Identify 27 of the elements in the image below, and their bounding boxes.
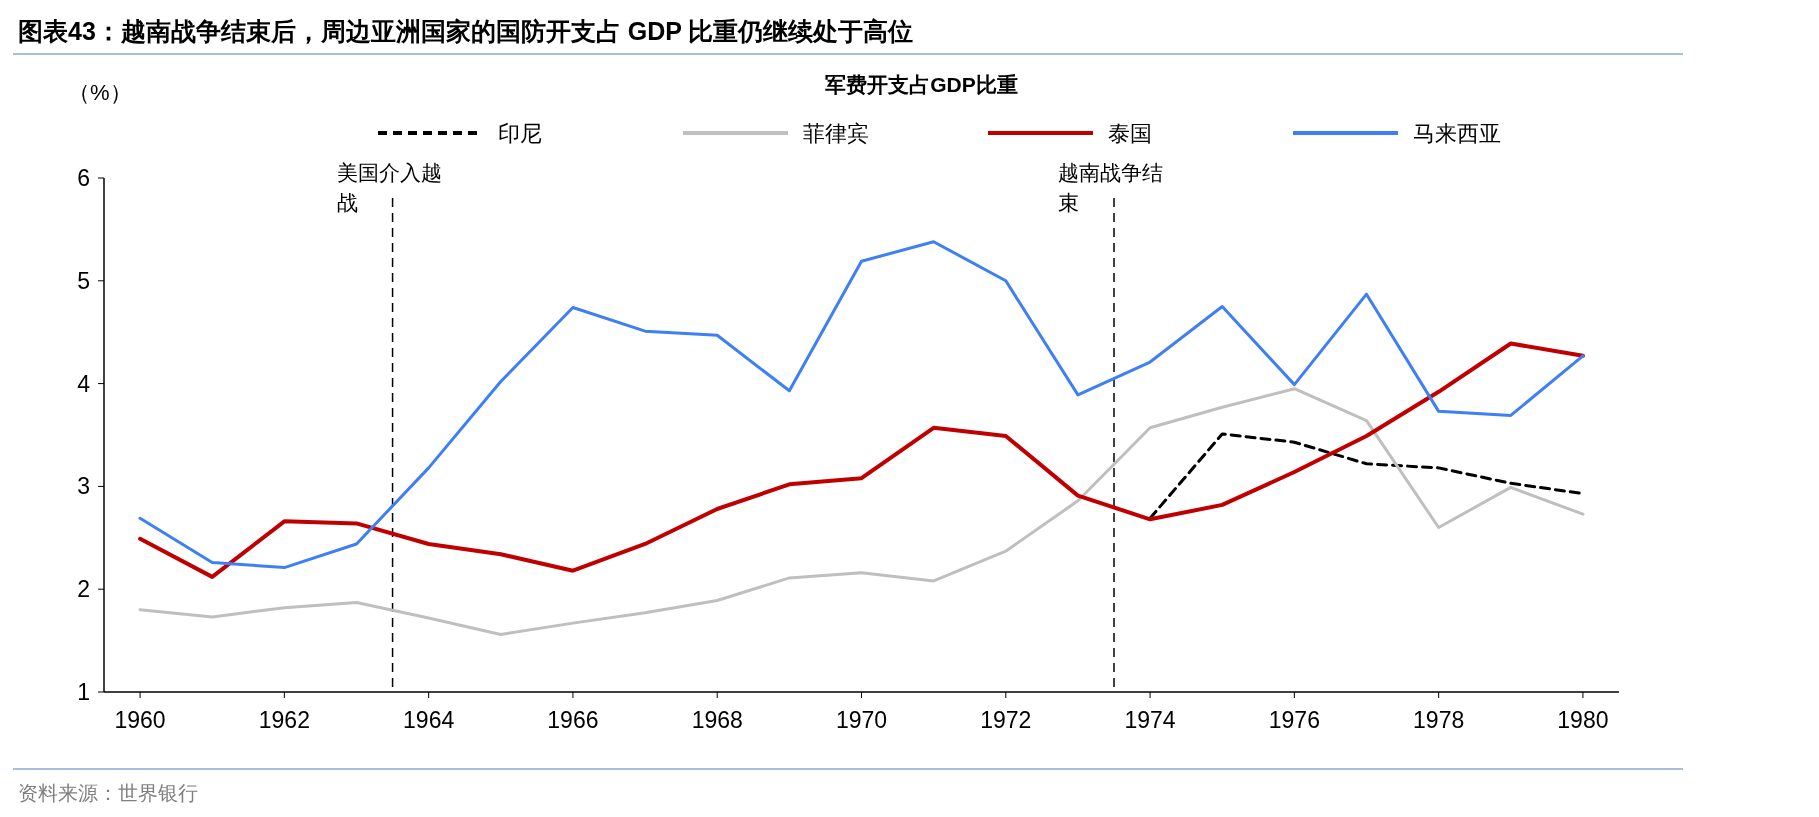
y-tick-label: 6 bbox=[77, 165, 90, 191]
x-tick-label: 1962 bbox=[258, 707, 310, 733]
text: 资料来源：世界银行 bbox=[18, 781, 198, 805]
x-tick-label: 1964 bbox=[403, 707, 455, 733]
x-tick-label: 1970 bbox=[835, 707, 888, 733]
x-tick-label: 1960 bbox=[114, 707, 166, 733]
x-tick-label: 1968 bbox=[691, 707, 743, 733]
x-tick-label: 1978 bbox=[1413, 707, 1465, 733]
y-tick-label: 2 bbox=[77, 576, 90, 603]
legend-label: 印尼 bbox=[498, 121, 542, 146]
x-tick-label: 1974 bbox=[1124, 707, 1176, 733]
legend-label: 马来西亚 bbox=[1413, 121, 1501, 146]
x-tick-label: 1976 bbox=[1268, 707, 1320, 733]
y-axis-title: （%） bbox=[68, 80, 132, 105]
legend-label: 菲律宾 bbox=[803, 121, 869, 146]
y-tick-label: 4 bbox=[77, 370, 91, 397]
y-tick-label: 3 bbox=[77, 473, 90, 500]
ref-line-label: 越南战争结束 bbox=[1058, 161, 1163, 215]
y-tick-label: 5 bbox=[77, 267, 90, 294]
y-tick-label: 1 bbox=[77, 679, 90, 705]
x-tick-label: 1980 bbox=[1557, 707, 1609, 733]
chart-subtitle: 军费开支占GDP比重 bbox=[825, 73, 1018, 96]
ref-line-label: 美国介入越战 bbox=[336, 161, 442, 215]
x-tick-label: 1966 bbox=[547, 707, 599, 733]
chart-title: 图表43：越南战争结束后，周边亚洲国家的国防开支占 GDP 比重仍继续处于高位 bbox=[18, 17, 914, 45]
x-tick-label: 1972 bbox=[980, 707, 1032, 733]
legend-label: 泰国 bbox=[1108, 121, 1152, 146]
